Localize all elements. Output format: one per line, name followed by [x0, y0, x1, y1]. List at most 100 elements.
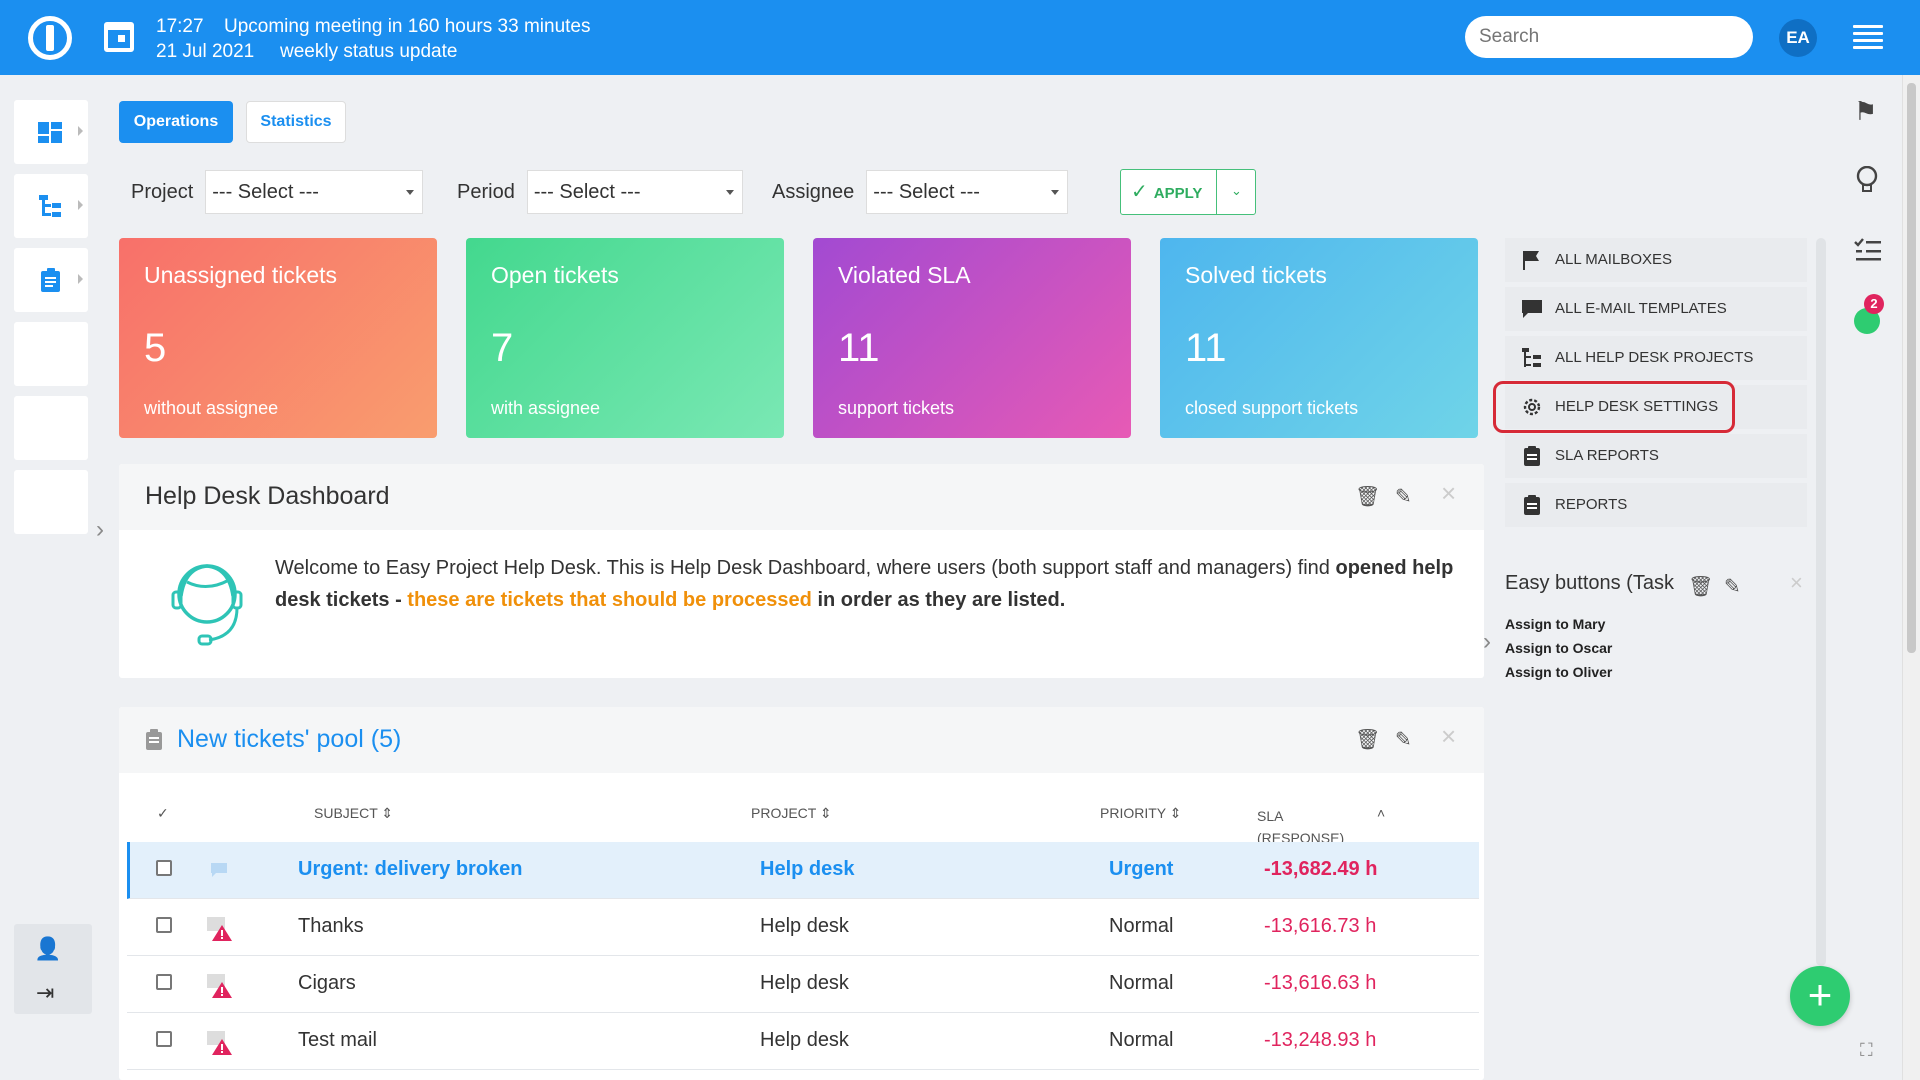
help-desk-dashboard-panel: Help Desk Dashboard 🗑 ✎ × Welcome to Eas… [119, 464, 1484, 678]
table-row[interactable]: Test mail Help desk Normal -13,248.93 h [127, 1013, 1479, 1070]
menu-all-help-desk-projects[interactable]: ALL HELP DESK PROJECTS [1505, 336, 1807, 380]
card-value: 11 [1185, 326, 1227, 370]
tree-icon [1522, 348, 1541, 367]
card-title: Solved tickets [1185, 262, 1327, 288]
notification-badge: 2 [1864, 294, 1884, 314]
card-subtitle: closed support tickets [1185, 398, 1359, 418]
warning-mail-icon [207, 1031, 232, 1055]
nav-item-empty-1[interactable] [14, 322, 88, 386]
row-checkbox[interactable] [156, 917, 172, 933]
ticket-priority: Normal [1109, 915, 1174, 937]
assignee-filter: Assignee --- Select --- [760, 170, 1069, 214]
ticket-project[interactable]: Help desk [760, 972, 849, 994]
sort-asc-icon[interactable]: ˄ [1377, 805, 1386, 821]
nav-item-empty-2[interactable] [14, 396, 88, 460]
menu-reports[interactable]: REPORTS [1505, 483, 1807, 527]
ticket-project[interactable]: Help desk [760, 1029, 849, 1051]
edit-icon[interactable]: ✎ [1395, 486, 1412, 508]
flag-icon[interactable]: ⚑ [1854, 96, 1878, 126]
panel-title: Help Desk Dashboard [145, 482, 390, 510]
checklist-icon[interactable] [1854, 238, 1882, 262]
add-user-icon[interactable]: 👤 [34, 936, 62, 961]
sidebar-scrollbar[interactable] [1816, 238, 1826, 966]
solved-tickets-card[interactable]: Solved tickets 11 closed support tickets [1160, 238, 1478, 438]
clipboard-icon [1524, 446, 1540, 466]
column-project[interactable]: PROJECT ⇕ [751, 805, 832, 821]
close-icon[interactable]: × [1441, 478, 1457, 508]
unassigned-tickets-card[interactable]: Unassigned tickets 5 without assignee [119, 238, 437, 438]
menu-all-email-templates[interactable]: ALL E-MAIL TEMPLATES [1505, 287, 1807, 331]
ticket-project[interactable]: Help desk [760, 915, 849, 937]
apply-button[interactable]: ✓ APPLY [1120, 169, 1256, 215]
expand-arrow-icon [78, 200, 83, 210]
expand-arrow-icon [78, 126, 83, 136]
ticket-subject[interactable]: Urgent: delivery broken [298, 858, 523, 880]
menu-all-mailboxes[interactable]: ALL MAILBOXES [1505, 238, 1807, 282]
table-header: ✓ SUBJECT ⇕ PROJECT ⇕ PRIORITY ⇕ SLA (RES… [119, 797, 1479, 847]
tab-operations[interactable]: Operations [119, 101, 233, 143]
expand-sidebar-icon[interactable]: › [96, 516, 104, 543]
project-select[interactable]: --- Select --- [205, 170, 424, 214]
window-scrollbar[interactable] [1902, 75, 1920, 1080]
assign-to-mary-button[interactable]: Assign to Mary [1505, 616, 1606, 632]
ticket-subject[interactable]: Thanks [298, 915, 364, 937]
violated-sla-card[interactable]: Violated SLA 11 support tickets [813, 238, 1131, 438]
calendar-icon[interactable] [104, 22, 134, 52]
menu-help-desk-settings[interactable]: HELP DESK SETTINGS [1505, 385, 1807, 429]
column-subject[interactable]: SUBJECT ⇕ [314, 805, 394, 821]
edit-icon[interactable]: ✎ [1395, 729, 1412, 751]
tasks-nav-item[interactable] [14, 248, 88, 312]
nav-item-empty-3[interactable] [14, 470, 88, 534]
close-icon[interactable]: × [1790, 570, 1803, 595]
row-checkbox[interactable] [156, 860, 172, 876]
ticket-sla: -13,616.73 h [1264, 915, 1377, 937]
projects-nav-item[interactable] [14, 174, 88, 238]
edit-icon[interactable]: ✎ [1724, 576, 1741, 598]
ticket-subject[interactable]: Cigars [298, 972, 356, 994]
ticket-project[interactable]: Help desk [760, 858, 855, 880]
meeting-info[interactable]: 17:27 Upcoming meeting in 160 hours 33 mi… [156, 14, 590, 64]
hamburger-menu-icon[interactable] [1853, 25, 1883, 49]
period-select[interactable]: --- Select --- [526, 170, 743, 214]
panel-title[interactable]: New tickets' pool (5) [177, 725, 402, 753]
ticket-subject[interactable]: Test mail [298, 1029, 377, 1051]
assign-to-oscar-button[interactable]: Assign to Oscar [1505, 640, 1613, 656]
add-new-button[interactable]: + [1790, 966, 1850, 1026]
assignee-select[interactable]: --- Select --- [866, 170, 1069, 214]
trash-icon[interactable]: 🗑 [1355, 486, 1381, 508]
card-value: 5 [144, 326, 167, 370]
table-row[interactable]: Thanks Help desk Normal -13,616.73 h [127, 899, 1479, 956]
tab-statistics[interactable]: Statistics [246, 101, 346, 143]
close-icon[interactable]: × [1441, 721, 1457, 751]
trash-icon[interactable]: 🗑 [1688, 576, 1714, 598]
menu-sla-reports[interactable]: SLA REPORTS [1505, 434, 1807, 478]
card-value: 11 [838, 326, 880, 370]
search-input[interactable] [1465, 16, 1753, 58]
lightbulb-icon[interactable] [1856, 166, 1878, 196]
column-priority[interactable]: PRIORITY ⇕ [1100, 805, 1182, 821]
warning-mail-icon [207, 974, 232, 998]
easy-project-logo-icon[interactable] [28, 16, 72, 60]
sign-in-icon[interactable]: ⇥ [36, 980, 55, 1005]
scrollbar-thumb[interactable] [1907, 83, 1916, 653]
new-tickets-pool-panel: New tickets' pool (5) 🗑 ✎ × ✓ SUBJECT ⇕ … [119, 707, 1484, 1080]
expand-right-panel-icon[interactable]: › [1483, 628, 1491, 655]
check-icon: ✓ [1131, 181, 1148, 203]
table-row[interactable]: Urgent: delivery broken Help desk Urgent… [127, 842, 1479, 899]
warning-mail-icon [207, 917, 232, 941]
welcome-text-highlight: these are tickets that should be process… [407, 589, 812, 611]
row-checkbox[interactable] [156, 974, 172, 990]
table-row[interactable]: Cigars Help desk Normal -13,616.63 h [127, 956, 1479, 1013]
apply-dropdown-icon[interactable]: ⌄ [1216, 169, 1256, 215]
user-avatar[interactable]: EA [1779, 19, 1817, 57]
ticket-priority: Urgent [1109, 858, 1174, 880]
row-checkbox[interactable] [156, 1031, 172, 1047]
select-all-check-icon[interactable]: ✓ [157, 805, 169, 821]
support-agent-icon [171, 564, 243, 646]
open-tickets-card[interactable]: Open tickets 7 with assignee [466, 238, 784, 438]
dashboard-icon [38, 122, 62, 143]
dashboard-nav-item[interactable] [14, 100, 88, 164]
fullscreen-icon[interactable]: ⛶ [1860, 1040, 1873, 1060]
trash-icon[interactable]: 🗑 [1355, 729, 1381, 751]
assign-to-oliver-button[interactable]: Assign to Oliver [1505, 664, 1613, 680]
